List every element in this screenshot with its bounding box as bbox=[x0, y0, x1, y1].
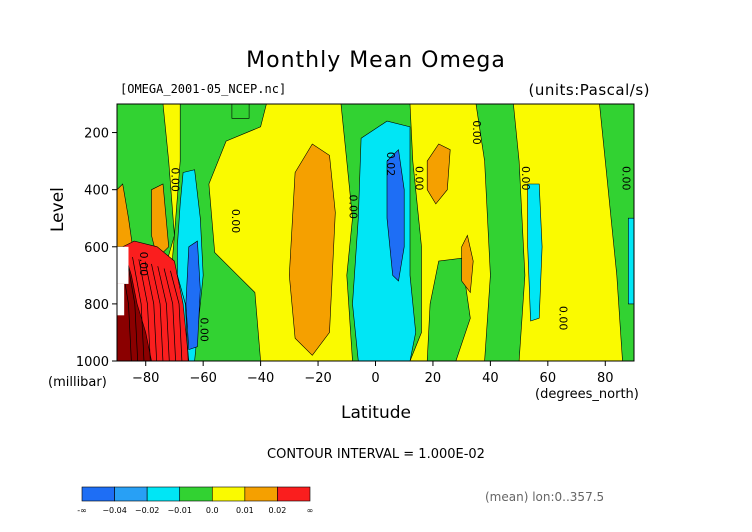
contour-label: 0.00 bbox=[413, 166, 426, 191]
contour-region-blue-60s-core bbox=[185, 240, 201, 351]
contour-region-orange-30n bbox=[461, 234, 474, 294]
contour-interval-note: CONTOUR INTERVAL = 1.000E-02 bbox=[267, 447, 485, 462]
contour-line bbox=[170, 270, 183, 361]
colorbar-label: 0.02 bbox=[269, 506, 287, 515]
y-tick-label: 800 bbox=[84, 298, 109, 313]
colorbar-label: −0.04 bbox=[102, 506, 127, 515]
contour-line bbox=[151, 263, 164, 361]
x-tick-label: 0 bbox=[371, 371, 379, 386]
colorbar-swatch bbox=[211, 486, 246, 502]
contour-line bbox=[163, 268, 176, 361]
x-tick-label: 20 bbox=[425, 371, 442, 386]
colorbar-label: −0.02 bbox=[135, 506, 160, 515]
x-tick-label: −60 bbox=[189, 371, 216, 386]
contour-line bbox=[125, 254, 139, 361]
x-axis-unit: (degrees_north) bbox=[535, 387, 639, 402]
x-tick-label: −20 bbox=[304, 371, 331, 386]
colorbar-label: 0.01 bbox=[236, 506, 254, 515]
colorbar-label: ∞ bbox=[307, 506, 314, 515]
mean-note: (mean) lon:0..357.5 bbox=[485, 490, 605, 504]
y-tick-label: 200 bbox=[84, 127, 109, 142]
x-axis-label: Latitude bbox=[341, 403, 411, 423]
contour-region-green-band-40n bbox=[475, 104, 526, 361]
chart-title: Monthly Mean Omega bbox=[246, 48, 506, 73]
contour-region-green-band-80n bbox=[599, 104, 634, 361]
missing-data-area bbox=[117, 246, 129, 284]
y-tick-label: 400 bbox=[84, 184, 109, 199]
colorbar-swatch bbox=[81, 486, 115, 502]
x-tick-label: −40 bbox=[247, 371, 274, 386]
contour-line bbox=[157, 266, 170, 361]
colorbar-label: −0.01 bbox=[167, 506, 192, 515]
contour-label: 0.00 bbox=[229, 209, 242, 234]
x-tick-label: −80 bbox=[132, 371, 159, 386]
contour-region-green-patch-60s-top bbox=[231, 104, 250, 119]
contour-label: 0.00 bbox=[169, 167, 182, 192]
x-tick-label: 60 bbox=[540, 371, 557, 386]
contour-label: 0.00 bbox=[556, 306, 569, 331]
colorbar-label: -∞ bbox=[77, 506, 87, 515]
contour-line bbox=[132, 256, 145, 361]
y-tick-label: 1000 bbox=[76, 355, 109, 370]
colorbar-swatch bbox=[244, 486, 278, 502]
colorbar-swatch bbox=[146, 486, 181, 502]
contour-region-blue-eq-core bbox=[386, 149, 405, 282]
contour-region-orange-20s bbox=[288, 143, 336, 356]
contour-field: 0.00 0.00 0.00 0.02 0.00 0.00 0.00 0.00 0.00 0.00… bbox=[117, 104, 634, 361]
units-label: (units:Pascal/s) bbox=[528, 81, 650, 99]
y-axis-label: Level bbox=[48, 187, 68, 232]
contour-label: 0.00 bbox=[519, 166, 532, 191]
contour-label: 0.02 bbox=[384, 152, 397, 177]
contour-label: 0.00 bbox=[470, 120, 483, 145]
y-axis-unit: (millibar) bbox=[48, 375, 107, 390]
colorbar-swatch bbox=[277, 486, 311, 502]
file-name: [OMEGA_2001-05_NCEP.nc] bbox=[120, 82, 287, 96]
contour-line bbox=[176, 272, 189, 361]
contour-label: 0.00 bbox=[197, 317, 210, 342]
contour-label: 0.00 bbox=[347, 195, 360, 220]
contour-line bbox=[138, 259, 151, 361]
colorbar-swatch bbox=[114, 486, 148, 502]
colorbar-swatch bbox=[179, 486, 213, 502]
x-tick-label: 80 bbox=[597, 371, 614, 386]
contour-region-orange-20n bbox=[426, 143, 451, 205]
contour-line bbox=[144, 261, 157, 361]
y-tick-label: 600 bbox=[84, 241, 109, 256]
x-tick-label: 40 bbox=[482, 371, 499, 386]
contour-region-cyan-55n bbox=[527, 183, 543, 322]
contour-label: 0.00 bbox=[137, 252, 150, 277]
contour-region-cyan-far bbox=[628, 217, 634, 305]
missing-data-area bbox=[117, 283, 125, 316]
colorbar-label: 0.0 bbox=[206, 506, 219, 515]
contour-label: 0.00 bbox=[620, 166, 633, 191]
